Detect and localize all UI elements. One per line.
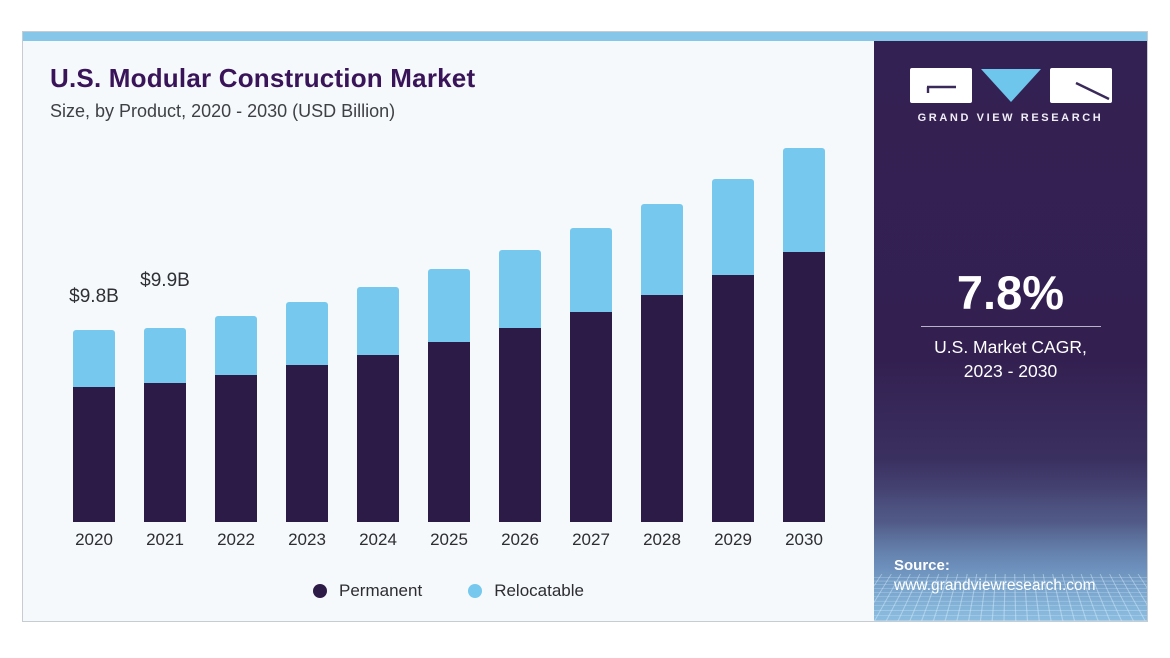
bar-segment-relocatable	[499, 249, 541, 328]
bar-2024	[357, 286, 399, 522]
bar-segment-permanent	[783, 251, 825, 522]
bar-2025	[428, 269, 470, 522]
bar-chart: $9.8B $9.9B	[69, 130, 825, 522]
x-tick-2028: 2028	[643, 530, 681, 549]
bar-segment-relocatable	[215, 316, 257, 375]
x-tick-2030: 2030	[785, 530, 823, 549]
legend-item-permanent: Permanent	[313, 581, 422, 601]
bar-2026	[499, 249, 541, 522]
x-tick-2027: 2027	[572, 530, 610, 549]
x-tick-2025: 2025	[430, 530, 468, 549]
bar-segment-permanent	[286, 365, 328, 522]
bar-segment-permanent	[215, 375, 257, 522]
gvr-logo-icon	[874, 68, 1147, 103]
chart-legend: Permanent Relocatable	[23, 581, 874, 601]
source-label: Source:	[894, 557, 950, 574]
x-tick-2029: 2029	[714, 530, 752, 549]
legend-label: Permanent	[339, 581, 423, 600]
bar-segment-relocatable	[712, 179, 754, 276]
legend-label: Relocatable	[494, 581, 584, 600]
bar-value-label: $9.9B	[140, 269, 190, 291]
bar-segment-permanent	[73, 386, 115, 522]
bar-segment-relocatable	[570, 228, 612, 313]
bar-segment-permanent	[144, 382, 186, 522]
bar-value-label: $9.8B	[69, 285, 119, 307]
title-block: U.S. Modular Construction Market Size, b…	[50, 63, 475, 122]
cagr-value: 7.8%	[956, 266, 1065, 319]
bar-segment-relocatable	[641, 204, 683, 295]
chart-panel: U.S. Modular Construction Market Size, b…	[23, 41, 874, 621]
bar-segment-permanent	[712, 275, 754, 522]
brand-name: GRAND VIEW RESEARCH	[917, 112, 1104, 124]
x-tick-2026: 2026	[501, 530, 539, 549]
x-tick-2023: 2023	[288, 530, 326, 549]
bar-segment-relocatable	[73, 329, 115, 387]
bar-segment-relocatable	[286, 302, 328, 366]
cagr-label: U.S. Market CAGR, 2023 - 2030	[874, 336, 1147, 383]
bar-segment-permanent	[428, 341, 470, 522]
logo-g-icon	[909, 68, 972, 103]
bar-segment-permanent	[499, 327, 541, 522]
bar-2027	[570, 228, 612, 522]
chart-subtitle: Size, by Product, 2020 - 2030 (USD Billi…	[50, 101, 396, 121]
bar-segment-relocatable	[357, 286, 399, 356]
source-url[interactable]: www.grandviewresearch.com	[894, 577, 1096, 594]
bar-2020: $9.8B	[69, 286, 119, 522]
bar-2029	[712, 179, 754, 522]
legend-dot-icon	[468, 584, 483, 598]
bar-2022	[215, 316, 257, 522]
bar-2028	[641, 204, 683, 522]
x-tick-2020: 2020	[75, 530, 113, 549]
x-tick-2021: 2021	[146, 530, 184, 549]
chart-title: U.S. Modular Construction Market	[50, 63, 476, 93]
source-block: Source: www.grandviewresearch.com	[894, 557, 1096, 595]
bar-segment-relocatable	[428, 269, 470, 342]
top-accent-strip	[23, 32, 1147, 41]
cagr-divider	[920, 326, 1101, 327]
bar-2030	[783, 147, 825, 522]
bar-segment-permanent	[570, 312, 612, 522]
bar-segment-relocatable	[144, 327, 186, 383]
legend-item-relocatable: Relocatable	[468, 581, 584, 601]
x-tick-2022: 2022	[217, 530, 255, 549]
mesh-decoration	[874, 489, 1147, 621]
x-axis-labels: 2020 2021 2022 2023 2024 2025 2026 2027 2028 2029…	[73, 530, 825, 550]
bar-segment-relocatable	[783, 147, 825, 252]
bar-2021: $9.9B	[140, 270, 190, 522]
brand-sidebar: GRAND VIEW RESEARCH 7.8% U.S. Market CAG…	[874, 41, 1147, 621]
infographic-card: U.S. Modular Construction Market Size, b…	[22, 31, 1148, 622]
legend-dot-icon	[313, 584, 328, 598]
cagr-label-line2: 2023 - 2030	[963, 360, 1058, 381]
bar-segment-permanent	[641, 294, 683, 522]
cagr-block: 7.8% U.S. Market CAGR, 2023 - 2030	[874, 269, 1147, 383]
x-tick-2024: 2024	[359, 530, 397, 549]
logo-r-icon	[1049, 68, 1112, 103]
cagr-label-line1: U.S. Market CAGR,	[934, 337, 1087, 357]
card-content: U.S. Modular Construction Market Size, b…	[23, 41, 1147, 621]
bar-segment-permanent	[357, 355, 399, 522]
logo-v-icon	[980, 69, 1041, 102]
bar-2023	[286, 302, 328, 522]
